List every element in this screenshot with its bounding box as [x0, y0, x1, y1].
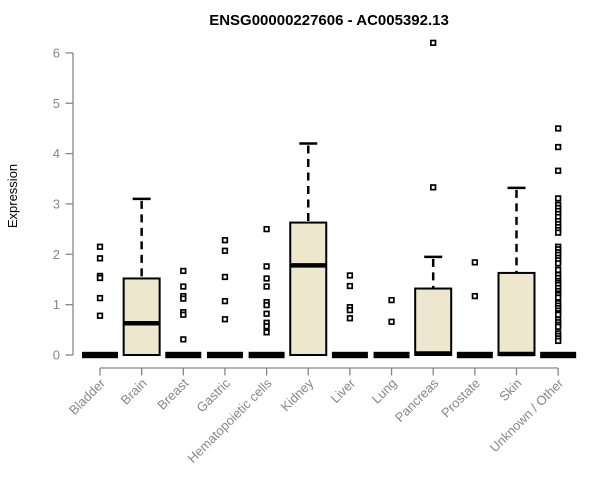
outlier-point — [96, 274, 104, 282]
zero-bar — [456, 351, 493, 359]
outlier-point — [263, 302, 270, 309]
y-tick-label: 4 — [53, 146, 60, 161]
outlier-point — [430, 184, 437, 191]
y-tick-label: 5 — [53, 96, 60, 111]
outlier-point — [554, 143, 562, 151]
x-category-label: Unknown / Other — [487, 375, 567, 455]
outlier-point — [554, 323, 562, 330]
x-category-label: Lung — [369, 376, 400, 407]
x-category-label: Bladder — [66, 375, 109, 418]
outlier-point — [388, 318, 395, 325]
y-tick-label: 2 — [53, 247, 60, 262]
y-tick-label: 1 — [53, 297, 60, 312]
outlier-point — [263, 225, 270, 233]
outlier-point — [263, 329, 270, 336]
outlier-point — [554, 311, 562, 318]
outlier-point — [96, 294, 104, 302]
outlier-point — [180, 311, 187, 318]
outlier-point — [180, 283, 187, 290]
outlier-point — [96, 312, 104, 319]
zero-bar — [373, 351, 410, 359]
outlier-point — [263, 275, 270, 282]
outlier-point — [554, 167, 562, 174]
outlier-point — [221, 247, 229, 254]
outlier-point — [263, 310, 270, 317]
outlier-point — [554, 294, 562, 301]
y-tick-label: 3 — [53, 196, 60, 211]
outlier-point — [346, 307, 354, 314]
outlier-point — [346, 282, 354, 290]
outlier-point — [471, 292, 478, 300]
outlier-point — [221, 273, 229, 281]
x-category-label: Skin — [496, 376, 524, 404]
x-category-label: Brain — [118, 376, 150, 408]
outlier-point — [346, 272, 354, 279]
outlier-point — [388, 296, 395, 304]
outlier-point — [96, 243, 104, 250]
x-category-label: Kidney — [278, 375, 317, 414]
outlier-point — [263, 263, 270, 270]
outlier-point — [221, 237, 229, 244]
outlier-point — [554, 229, 562, 236]
box — [289, 221, 328, 356]
zero-bar — [248, 351, 285, 359]
outlier-point — [180, 267, 187, 275]
outlier-point — [180, 336, 187, 343]
y-axis-label: Expression — [5, 164, 20, 228]
y-tick-label: 6 — [53, 45, 60, 60]
x-category-label: Liver — [327, 375, 358, 406]
zero-bar — [540, 351, 577, 359]
plot-area — [82, 39, 577, 359]
outlier-point — [263, 323, 270, 330]
outlier-point — [554, 260, 562, 267]
box — [414, 287, 453, 356]
x-category-label: Breast — [154, 375, 191, 412]
outlier-point — [180, 295, 187, 302]
outlier-point — [96, 255, 104, 262]
zero-bar — [82, 351, 118, 359]
x-category-label: Gastric — [193, 375, 233, 415]
outlier-point — [346, 315, 354, 322]
zero-bar — [165, 351, 202, 359]
box — [122, 277, 161, 356]
chart-title: ENSG00000227606 - AC005392.13 — [209, 12, 449, 29]
x-category-label: Prostate — [438, 376, 483, 421]
outlier-point — [471, 259, 478, 266]
outlier-point — [221, 316, 229, 323]
box — [497, 271, 536, 357]
outlier-point — [554, 337, 562, 345]
outlier-point — [554, 195, 562, 202]
outlier-point — [221, 297, 229, 305]
x-category-label: Pancreas — [392, 375, 442, 425]
outlier-point — [554, 125, 562, 132]
zero-bar — [206, 351, 243, 359]
outlier-point — [554, 266, 562, 274]
outlier-point — [263, 283, 270, 290]
zero-bar — [331, 351, 368, 359]
outlier-point — [430, 39, 437, 46]
y-tick-label: 0 — [53, 348, 60, 363]
